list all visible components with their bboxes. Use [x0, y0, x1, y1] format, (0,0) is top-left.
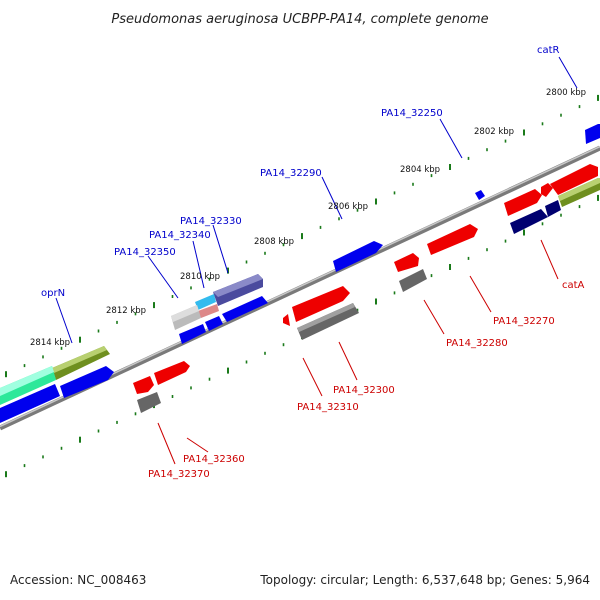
accession-text: Accession: NC_008463 [10, 573, 147, 587]
reverse-genes [133, 164, 600, 413]
gene-PA14_32250[interactable] [475, 190, 485, 200]
ruler-label-2804: 2804 kbp [400, 165, 440, 175]
gene-catA[interactable] [550, 164, 598, 195]
gene-catR[interactable] [585, 124, 600, 144]
reverse-labels: catA PA14_32270 PA14_32280 PA14_32300 PA… [148, 239, 585, 480]
label-oprN[interactable]: oprN [41, 288, 65, 299]
label-PA14_32250[interactable]: PA14_32250 [381, 108, 443, 119]
map-title: Pseudomonas aeruginosa UCBPP-PA14, compl… [111, 12, 488, 27]
label-PA14_32370[interactable]: PA14_32370 [148, 469, 210, 480]
ruler-label-2814: 2814 kbp [30, 338, 70, 348]
forward-ruler [5, 94, 599, 378]
ruler-label-2808: 2808 kbp [254, 237, 294, 247]
gene-rev-a[interactable] [504, 189, 542, 216]
gene-oprN-teal-shade [0, 366, 54, 396]
gene-rev-dark[interactable] [510, 209, 548, 234]
gene-PA14_32280-gray[interactable] [399, 269, 427, 292]
ruler-label-2802: 2802 kbp [474, 127, 514, 137]
gene-PA14_32290[interactable] [333, 241, 383, 272]
ruler-label-2812: 2812 kbp [106, 306, 146, 316]
gene-PA14_32340[interactable] [195, 294, 216, 310]
label-PA14_32280[interactable]: PA14_32280 [446, 338, 508, 349]
ruler-labels: 2800 kbp 2802 kbp 2804 kbp 2806 kbp 2808… [30, 88, 586, 348]
gene-PA14_32300-gray-shade [297, 303, 355, 332]
genome-summary-text: Topology: circular; Length: 6,537,648 bp… [260, 573, 590, 587]
label-PA14_32340[interactable]: PA14_32340 [149, 230, 211, 241]
gene-PA14_32270[interactable] [427, 224, 478, 255]
ruler-label-2810: 2810 kbp [180, 272, 220, 282]
gene-catA-small[interactable] [541, 183, 553, 197]
ruler-label-2806: 2806 kbp [328, 202, 368, 212]
gene-PA14_32310[interactable] [283, 314, 290, 326]
forward-labels: catR PA14_32250 PA14_32290 PA14_32330 PA… [41, 45, 578, 344]
gene-PA14_32340-b[interactable] [198, 304, 219, 318]
gene-PA14_32280[interactable] [394, 253, 419, 272]
gene-oprN-olive-shade [52, 346, 107, 373]
gene-catA-dark[interactable] [545, 200, 561, 217]
gene-fwd-d[interactable] [60, 366, 114, 398]
gene-fwd-e[interactable] [0, 384, 60, 423]
gene-PA14_32370[interactable] [133, 376, 154, 394]
label-PA14_32290[interactable]: PA14_32290 [260, 168, 322, 179]
ruler-label-2800: 2800 kbp [546, 88, 586, 98]
label-catR[interactable]: catR [537, 45, 560, 56]
gene-fwd-b[interactable] [222, 296, 268, 322]
gene-PA14_32300[interactable] [292, 286, 350, 322]
gene-catA-olive-shade [558, 178, 600, 201]
label-PA14_32350[interactable]: PA14_32350 [114, 247, 176, 258]
gene-PA14_32330-shade [213, 274, 263, 297]
label-catA[interactable]: catA [562, 280, 585, 291]
gene-fwd-a[interactable] [205, 316, 223, 331]
label-PA14_32360[interactable]: PA14_32360 [183, 454, 245, 465]
gene-PA14_32360[interactable] [154, 361, 190, 385]
label-PA14_32300[interactable]: PA14_32300 [333, 385, 395, 396]
label-PA14_32270[interactable]: PA14_32270 [493, 316, 555, 327]
gene-PA14_32300-gray[interactable] [297, 303, 359, 340]
label-PA14_32310[interactable]: PA14_32310 [297, 402, 359, 413]
gene-PA14_32370-gray[interactable] [137, 392, 161, 413]
forward-genes [0, 124, 600, 423]
label-PA14_32330[interactable]: PA14_32330 [180, 216, 242, 227]
gene-PA14_32350-shade [171, 305, 199, 322]
gene-fwd-c[interactable] [179, 324, 206, 344]
